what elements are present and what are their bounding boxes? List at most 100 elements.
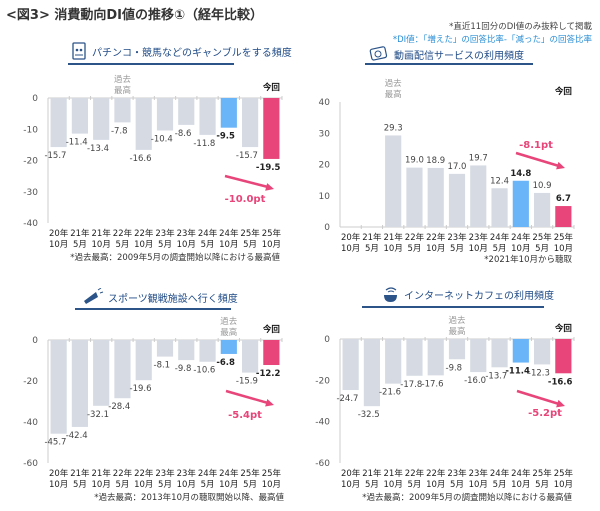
x-tick-label-year: 25年 [262,468,282,479]
x-tick-label-year: 22年 [405,468,425,479]
x-tick-label-month: 5月 [73,240,87,250]
change-value: -5.4pt [228,410,262,421]
footnote: *過去最高：2013年10月の聴取開始以降、最高値 [94,492,284,503]
x-tick-label-month: 10月 [511,480,530,490]
bar [534,339,551,365]
x-tick-label-year: 25年 [554,232,574,243]
x-tick-label-year: 21年 [92,228,112,239]
y-tick-label: 0 [324,223,330,233]
x-tick-label-month: 5月 [243,240,257,250]
x-tick-label-year: 22年 [134,228,154,239]
bar [427,339,444,376]
bar [199,340,216,362]
record-high-label: 最高 [114,85,131,96]
data-label: 12.4 [490,176,509,186]
x-tick-label-month: 10月 [49,240,68,250]
current-label: 今回 [262,324,280,335]
title-underline [362,306,544,308]
record-high-label: 過去 [385,78,403,89]
data-label: -21.6 [379,388,401,398]
x-tick-label-month: 10月 [511,244,530,254]
x-tick-label-year: 23年 [155,228,175,239]
x-tick-label-year: 20年 [341,468,361,479]
bar [242,340,259,373]
note-di-definition: *DI値：「増えた」の回答比率-「減った」の回答比率 [392,35,592,45]
x-tick-label-month: 10月 [469,480,488,490]
y-tick-label: -20 [23,157,38,167]
x-tick-label-year: 22年 [426,468,446,479]
data-label: -10.4 [151,135,173,145]
x-tick-label-year: 25年 [532,232,552,243]
x-tick-label-month: 10月 [262,240,281,250]
x-tick-label-month: 5月 [365,244,379,254]
record-high-label: 過去 [220,316,238,327]
bar [220,98,237,128]
bar [512,180,529,227]
bar [491,188,508,227]
panel-title-text: インターネットカフェの利用頻度 [404,290,554,302]
panel-title-gambling: パチンコ・競馬などのギャンブルをする頻度 [70,42,292,60]
x-tick-label-month: 5月 [115,480,129,490]
bar [470,339,487,373]
x-tick-label-year: 23年 [447,468,467,479]
bar [491,339,508,368]
x-tick-label-year: 22年 [405,232,425,243]
data-label: -7.8 [111,126,128,136]
x-tick-label-month: 5月 [115,240,129,250]
y-tick-label: 0 [32,336,38,346]
x-tick-label-month: 5月 [535,244,549,254]
change-arrow [516,389,560,406]
current-label: 今回 [262,82,280,93]
bar [470,165,487,227]
data-label: 14.8 [510,169,531,179]
video-streaming-icon [369,46,388,61]
x-tick-label-month: 5月 [535,480,549,490]
x-tick-label-month: 5月 [158,480,172,490]
x-tick-label-month: 10月 [469,244,488,254]
bar [114,98,131,123]
y-tick-label: -20 [315,376,330,386]
y-tick-label: -60 [315,459,330,469]
x-tick-label-year: 24年 [490,232,510,243]
x-tick-label-year: 24年 [198,228,218,239]
x-tick-label-month: 10月 [92,240,111,250]
data-label: -9.8 [175,364,192,374]
change-arrow [515,151,560,168]
x-tick-label-month: 5月 [493,244,507,254]
bar [71,340,88,427]
change-arrow [224,174,269,189]
bar [135,98,152,150]
data-label: -24.7 [336,394,358,404]
x-tick-label-month: 10月 [384,244,403,254]
change-value: -5.2pt [528,408,562,419]
record-high-label: 最高 [448,326,465,337]
record-high-label: 最高 [385,89,402,100]
megaphone-icon [84,288,104,304]
x-tick-label-month: 5月 [73,480,87,490]
panel-title-text: 動画配信サービスの利用頻度 [394,50,524,62]
x-tick-label-year: 21年 [92,468,112,479]
x-tick-label-month: 10月 [341,480,360,490]
data-label: 6.7 [556,194,571,204]
y-tick-label: 0 [324,335,330,345]
data-label: -12.3 [528,368,550,378]
bar [156,98,174,131]
x-tick-label-year: 21年 [384,468,404,479]
x-tick-label-year: 23年 [469,468,489,479]
data-label: 29.3 [384,123,403,133]
x-tick-label-month: 5月 [201,240,215,250]
x-tick-label-month: 10月 [262,480,281,490]
x-tick-label-year: 21年 [362,468,382,479]
data-label: -9.5 [216,132,235,142]
data-label: -6.8 [216,358,235,368]
data-label: -10.6 [193,366,215,376]
data-label: -32.1 [87,410,109,420]
x-tick-label-year: 21年 [70,468,90,479]
current-label: 今回 [554,323,572,334]
change-value: -8.1pt [519,140,553,151]
bar [555,339,572,374]
bar [135,340,152,381]
x-tick-label-year: 24年 [198,468,218,479]
